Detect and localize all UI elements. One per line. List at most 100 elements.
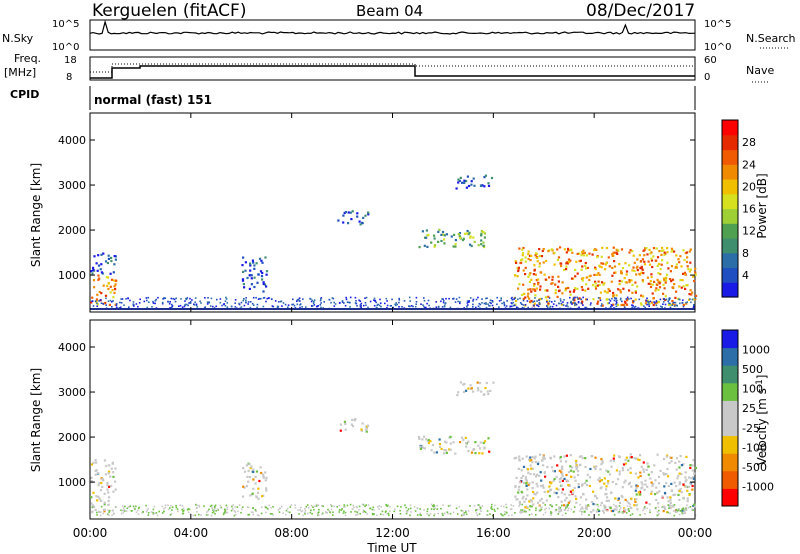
echo-cell: [636, 285, 639, 288]
echo-cell: [622, 463, 626, 466]
echo-cell: [671, 249, 674, 252]
echo-cell: [624, 301, 627, 305]
echo-cell: [425, 236, 428, 239]
echo-cell: [214, 504, 217, 507]
echo-cell: [490, 302, 492, 305]
echo-cell: [583, 251, 586, 254]
echo-cell: [628, 289, 631, 292]
echo-cell: [578, 297, 581, 300]
echo-cell: [185, 298, 188, 301]
echo-cell: [423, 297, 425, 299]
echo-cell: [398, 301, 400, 304]
echo-cell: [97, 472, 100, 475]
echo-cell: [551, 278, 554, 281]
echo-cell: [459, 236, 462, 240]
echo-cell: [385, 297, 388, 300]
echo-cell: [418, 437, 421, 440]
echo-cell: [659, 298, 662, 301]
echo-cell: [603, 290, 606, 293]
echo-cell: [614, 505, 617, 508]
echo-cell: [119, 301, 121, 304]
echo-cell: [669, 501, 672, 505]
echo-cell: [656, 453, 659, 456]
echo-cell: [112, 471, 115, 474]
echo-cell: [663, 287, 666, 290]
echo-cell: [603, 504, 606, 507]
echo-cell: [226, 306, 229, 308]
colorbar-tick-label: 12: [742, 225, 756, 238]
echo-cell: [658, 490, 661, 493]
echo-cell: [509, 508, 512, 510]
echo-cell: [691, 291, 694, 294]
echo-cell: [561, 504, 563, 507]
echo-cell: [97, 495, 100, 498]
echo-cell: [650, 471, 653, 474]
echo-cell: [685, 251, 689, 254]
echo-cell: [380, 513, 382, 515]
echo-cell: [263, 283, 267, 286]
echo-cell: [688, 270, 691, 273]
echo-cell: [576, 470, 580, 473]
echo-cell: [453, 297, 455, 300]
echo-cell: [207, 514, 209, 516]
echo-cell: [527, 288, 530, 291]
echo-cell: [608, 265, 611, 268]
echo-cell: [634, 500, 637, 503]
echo-cell: [242, 299, 245, 302]
echo-cell: [250, 465, 253, 468]
echo-cell: [340, 509, 343, 512]
echo-cell: [681, 508, 683, 510]
echo-cell: [292, 298, 294, 301]
echo-cell: [534, 294, 537, 297]
echo-cell: [551, 275, 554, 278]
echo-cell: [691, 484, 694, 488]
echo-cell: [256, 303, 259, 306]
echo-cell: [137, 507, 140, 510]
echo-cell: [435, 301, 437, 303]
echo-cell: [169, 514, 172, 516]
echo-cell: [560, 265, 563, 268]
echo-cell: [175, 506, 178, 509]
echo-cell: [408, 305, 410, 307]
echo-cell: [91, 505, 94, 508]
echo-cell: [444, 512, 446, 515]
echo-cell: [673, 514, 676, 517]
echo-cell: [436, 508, 439, 510]
echo-cell: [642, 509, 644, 512]
echo-cell: [429, 512, 432, 515]
echo-cell: [516, 275, 519, 278]
echo-cell: [297, 509, 299, 511]
echo-cell: [686, 500, 689, 503]
echo-cell: [398, 306, 400, 308]
echo-cell: [161, 301, 164, 304]
echo-cell: [640, 481, 643, 484]
echo-cell: [336, 506, 338, 508]
echo-cell: [618, 470, 621, 473]
echo-cell: [634, 489, 637, 492]
echo-cell: [472, 303, 474, 306]
echo-cell: [534, 455, 537, 458]
echo-cell: [528, 514, 531, 516]
echo-cell: [692, 275, 695, 278]
echo-cell: [148, 301, 150, 303]
echo-cell: [106, 261, 109, 265]
echo-cell: [163, 510, 165, 513]
echo-cell: [683, 258, 686, 262]
echo-cell: [539, 471, 542, 474]
echo-cell: [241, 506, 244, 508]
echo-cell: [467, 449, 470, 453]
echo-cell: [619, 509, 621, 511]
echo-cell: [454, 301, 457, 303]
echo-cell: [333, 301, 335, 304]
echo-cell: [669, 496, 672, 499]
echo-cell: [532, 490, 535, 493]
echo-cell: [94, 459, 97, 462]
echo-cell: [250, 277, 253, 280]
echo-cell: [659, 273, 662, 276]
echo-cell: [612, 303, 615, 306]
echo-cell: [618, 263, 621, 266]
echo-cell: [289, 506, 292, 508]
echo-cell: [104, 260, 108, 263]
echo-cell: [312, 302, 315, 305]
